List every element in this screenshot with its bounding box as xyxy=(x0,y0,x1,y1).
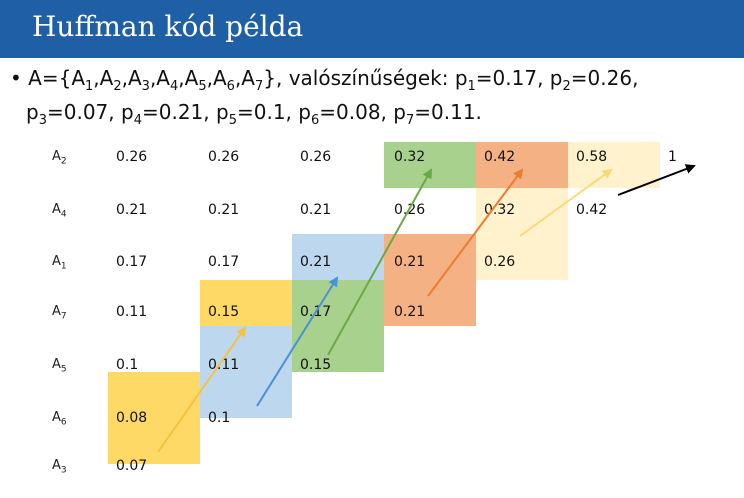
probability-cell: 0.17 xyxy=(208,254,240,270)
row-label-letter: A xyxy=(52,458,61,473)
arrow-merge-blue xyxy=(256,276,339,407)
row-label: A1 xyxy=(52,254,67,272)
prob-symbol: p xyxy=(298,100,311,124)
prob-subscript: 4 xyxy=(133,113,142,128)
prob-symbol: p xyxy=(216,100,229,124)
title-bar: Huffman kód példa xyxy=(0,0,744,58)
probability-cell: 0.1 xyxy=(116,357,139,373)
set-subscript: 4 xyxy=(170,79,179,94)
prob-value: =0.07, xyxy=(46,100,121,124)
row-label-subscript: 7 xyxy=(60,311,67,322)
prob-subscript: 3 xyxy=(38,113,47,128)
row-label-subscript: 1 xyxy=(60,261,67,272)
prob-symbol: p xyxy=(26,100,39,124)
bullet-line-1: • A={A1,A2,A3,A4,A5,A6,A7}, valószínűség… xyxy=(10,66,638,94)
set-subscript: 3 xyxy=(141,79,150,94)
set-separator: ,A xyxy=(206,66,227,90)
arrow-merge-yellow xyxy=(157,326,247,453)
probability-cell: 0.15 xyxy=(300,357,332,373)
probability-cell: 0.42 xyxy=(484,149,516,165)
prob-value: =0.21, xyxy=(141,100,216,124)
row-label-letter: A xyxy=(52,254,61,269)
probability-cell: 0.26 xyxy=(484,254,516,270)
probability-cell: 0.1 xyxy=(208,410,231,426)
row-label: A6 xyxy=(52,410,67,428)
set-prefix: A={A xyxy=(28,66,86,90)
arrow-final xyxy=(617,164,696,196)
block-yellow xyxy=(108,372,200,464)
prob-value: =0.1, xyxy=(236,100,299,124)
prob-symbol: p xyxy=(393,100,406,124)
set-subscript: 1 xyxy=(85,79,94,94)
set-subscript: 5 xyxy=(198,79,207,94)
prob-subscript: 2 xyxy=(562,79,571,94)
probability-cell: 0.26 xyxy=(116,149,148,165)
probability-cell: 0.32 xyxy=(394,149,426,165)
probability-cell: 0.11 xyxy=(116,304,148,320)
block-green xyxy=(384,142,476,188)
row-label-subscript: 6 xyxy=(60,417,67,428)
prob-subscript: 1 xyxy=(467,79,476,94)
block-cream xyxy=(568,142,660,188)
set-separator: ,A xyxy=(93,66,114,90)
probability-cell: 0.21 xyxy=(394,304,426,320)
probability-cell: 0.58 xyxy=(576,149,608,165)
probability-cell: 0.21 xyxy=(116,202,148,218)
row-label-subscript: 4 xyxy=(60,209,67,220)
probability-cell: 0.26 xyxy=(208,149,240,165)
probability-cell: 0.17 xyxy=(116,254,148,270)
slide-title: Huffman kód példa xyxy=(32,10,304,43)
block-orange xyxy=(384,234,476,326)
set-separator: ,A xyxy=(121,66,142,90)
set-separator: ,A xyxy=(149,66,170,90)
probability-cell: 0.21 xyxy=(394,254,426,270)
block-orange xyxy=(476,142,568,188)
arrow-merge-cream xyxy=(519,168,613,237)
set-subscript: 6 xyxy=(226,79,235,94)
probability-cell: 0.21 xyxy=(300,202,332,218)
prob-value: =0.17, p xyxy=(475,66,563,90)
probability-cell: 0.21 xyxy=(300,254,332,270)
prob-value: =0.08, xyxy=(319,100,394,124)
probability-cell: 0.21 xyxy=(208,202,240,218)
set-subscript: 7 xyxy=(254,79,264,94)
set-separator: ,A xyxy=(178,66,199,90)
row-label: A4 xyxy=(52,202,67,220)
bullet-marker: • xyxy=(10,66,29,90)
prob-value: =0.11. xyxy=(414,100,482,124)
row-label-letter: A xyxy=(52,149,61,164)
probability-cell: 0.15 xyxy=(208,304,240,320)
probability-cell: 1 xyxy=(668,149,677,165)
probability-cell: 0.08 xyxy=(116,410,148,426)
block-blue xyxy=(292,234,384,280)
prob-symbol: p xyxy=(121,100,134,124)
prob-subscript: 5 xyxy=(228,113,237,128)
row-label-letter: A xyxy=(52,357,61,372)
set-separator: ,A xyxy=(234,66,255,90)
set-separator: }, valószínűségek: p xyxy=(263,66,468,90)
row-label-letter: A xyxy=(52,304,61,319)
set-subscript: 2 xyxy=(113,79,122,94)
prob-subscript: 7 xyxy=(405,113,415,128)
arrow-merge-green xyxy=(327,168,432,356)
row-label-subscript: 5 xyxy=(60,364,67,375)
prob-subscript: 6 xyxy=(310,113,320,128)
probability-cell: 0.07 xyxy=(116,458,148,474)
probability-cell: 0.26 xyxy=(300,149,332,165)
bullet-line-2: p3=0.07, p4=0.21, p5=0.1, p6=0.08, p7=0.… xyxy=(26,100,482,128)
row-label-subscript: 3 xyxy=(60,465,67,476)
row-label-subscript: 2 xyxy=(60,156,67,167)
row-label: A5 xyxy=(52,357,67,375)
row-label: A7 xyxy=(52,304,67,322)
arrow-merge-orange xyxy=(427,168,524,297)
row-label-letter: A xyxy=(52,202,61,217)
row-label: A2 xyxy=(52,149,67,167)
probability-cell: 0.32 xyxy=(484,202,516,218)
row-label: A3 xyxy=(52,458,67,476)
row-label-letter: A xyxy=(52,410,61,425)
block-yellow xyxy=(200,280,292,326)
probability-cell: 0.42 xyxy=(576,202,608,218)
prob-value: =0.26, xyxy=(570,66,639,90)
